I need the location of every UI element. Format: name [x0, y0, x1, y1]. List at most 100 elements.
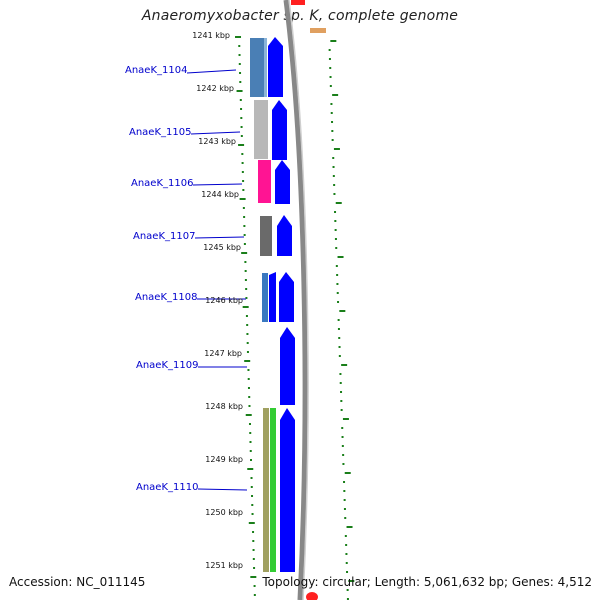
- tick-dot: [253, 585, 256, 587]
- tick-dot: [252, 540, 255, 542]
- tick-dot: [340, 400, 343, 402]
- tick-dot: [342, 418, 349, 420]
- tick-dot: [239, 81, 242, 83]
- leader-1106: [192, 183, 243, 186]
- tick-dot: [333, 193, 336, 195]
- tick-dot: [333, 184, 336, 186]
- tick-dot: [344, 517, 347, 519]
- tick-dot: [247, 468, 254, 470]
- genome-backbone-highlight: [288, 0, 309, 600]
- tick-dot: [245, 414, 252, 416]
- gene-box-1105[interactable]: [254, 100, 268, 159]
- kbp-label: 1244 kbp: [201, 190, 239, 199]
- tick-dot: [332, 166, 335, 168]
- top-multicolor-mark: [310, 28, 326, 33]
- arrow-1108a[interactable]: [269, 272, 276, 322]
- gene-box-1108[interactable]: [262, 273, 268, 322]
- tick-dot: [341, 364, 348, 366]
- tick-dot: [329, 85, 332, 87]
- dotted-tick-columns: [235, 36, 355, 600]
- tick-dot: [338, 355, 341, 357]
- tick-dot: [348, 580, 355, 582]
- tick-dot: [240, 117, 243, 119]
- tick-dot: [244, 270, 247, 272]
- tick-dot: [340, 391, 343, 393]
- tick-dot: [344, 472, 351, 474]
- tick-dot: [253, 594, 256, 596]
- kbp-label: 1245 kbp: [203, 243, 241, 252]
- tick-dot: [330, 40, 337, 42]
- tick-dot: [249, 432, 252, 434]
- tick-dot: [247, 369, 250, 371]
- arrow-1106[interactable]: [275, 160, 290, 204]
- tick-dot: [329, 76, 332, 78]
- leader-1105: [190, 131, 241, 135]
- arrow-1104[interactable]: [268, 37, 283, 97]
- tick-dot: [243, 216, 246, 218]
- tick-dot: [242, 180, 245, 182]
- tick-dot: [245, 288, 248, 290]
- gene-label-1108[interactable]: AnaeK_1108: [135, 292, 198, 303]
- tick-dot: [346, 589, 349, 591]
- tick-dot: [246, 333, 249, 335]
- tick-dot: [238, 144, 245, 146]
- tick-dot: [252, 549, 255, 551]
- accession-label: Accession: NC_011145: [9, 575, 146, 589]
- kbp-label: 1243 kbp: [198, 137, 236, 146]
- genome-backbone: [283, 0, 308, 600]
- gene-label-1105[interactable]: AnaeK_1105: [129, 127, 192, 138]
- gene-label-1107[interactable]: AnaeK_1107: [133, 231, 196, 242]
- tick-dot: [329, 67, 332, 69]
- tick-dot: [332, 175, 335, 177]
- kbp-label: 1249 kbp: [205, 455, 243, 464]
- tick-dot: [342, 454, 345, 456]
- tick-dot: [249, 450, 252, 452]
- tick-dot: [248, 396, 251, 398]
- arrow-1109[interactable]: [280, 327, 295, 405]
- tick-dot: [246, 342, 249, 344]
- tick-dot: [341, 445, 344, 447]
- tick-dot: [243, 234, 246, 236]
- arrow-1107[interactable]: [277, 215, 292, 256]
- tick-dot: [251, 513, 254, 515]
- gene-box-1104[interactable]: [250, 38, 264, 97]
- tick-dot: [244, 261, 247, 263]
- tick-dot: [336, 283, 339, 285]
- gene-box-1106[interactable]: [258, 160, 271, 203]
- tick-dot: [344, 535, 347, 537]
- gene-label-1109[interactable]: AnaeK_1109: [136, 360, 199, 371]
- tick-dot: [346, 571, 349, 573]
- gene-label-1106[interactable]: AnaeK_1106: [131, 178, 194, 189]
- arrow-1108b[interactable]: [279, 272, 294, 322]
- leader-1104: [186, 69, 237, 74]
- tick-dot: [238, 63, 241, 65]
- tick-dot: [334, 238, 337, 240]
- tick-dot: [248, 405, 251, 407]
- gene-label-1110[interactable]: AnaeK_1110: [136, 482, 199, 493]
- tick-dot: [336, 292, 339, 294]
- arrow-1105[interactable]: [272, 100, 287, 160]
- tick-dot: [250, 477, 253, 479]
- arrow-1110[interactable]: [280, 408, 295, 572]
- tick-dot: [337, 328, 340, 330]
- tick-dot: [335, 202, 342, 204]
- gene-box-1107[interactable]: [260, 216, 272, 256]
- tick-dot: [345, 544, 348, 546]
- topology-label: Topology: circular; Length: 5,061,632 bp…: [262, 575, 592, 589]
- tick-dot: [238, 45, 241, 47]
- gene-box-1110-green[interactable]: [270, 408, 276, 572]
- tick-dot: [346, 598, 349, 600]
- tick-dot: [239, 99, 242, 101]
- tick-dot: [341, 436, 344, 438]
- tick-dot: [343, 481, 346, 483]
- leader-1110: [197, 488, 248, 491]
- tick-dot: [250, 459, 253, 461]
- kbp-label: 1246 kbp: [205, 296, 243, 305]
- gene-box-1110-olive[interactable]: [263, 408, 269, 572]
- tick-dot: [241, 162, 244, 164]
- tick-dot: [249, 441, 252, 443]
- top-red-mark: [291, 0, 305, 5]
- tick-dot: [238, 54, 241, 56]
- gene-label-1104[interactable]: AnaeK_1104: [125, 65, 188, 76]
